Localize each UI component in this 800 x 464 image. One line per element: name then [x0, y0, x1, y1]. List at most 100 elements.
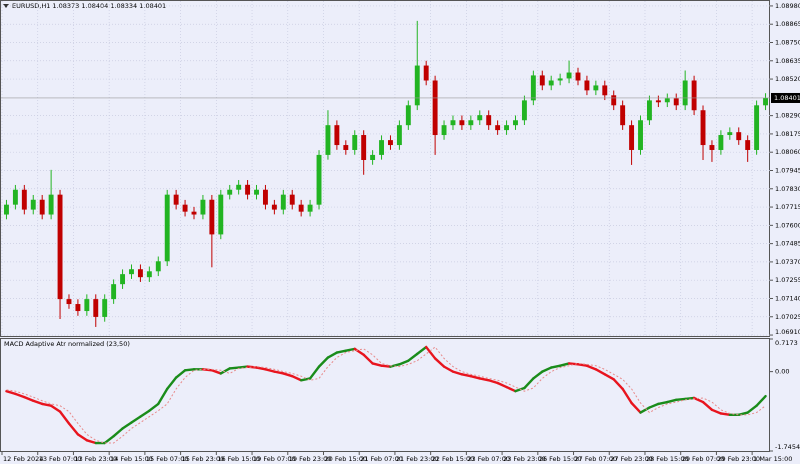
indicator-segment: [585, 364, 598, 371]
x-tick-label: 15 Feb 23:00: [182, 455, 225, 463]
indicator-segment: [255, 366, 267, 371]
indicator-segment: [710, 408, 723, 415]
x-tick-label: 12 Feb 2024: [3, 455, 43, 463]
indicator-segment: [166, 376, 178, 391]
candle-body: [754, 105, 760, 150]
candle-body: [646, 100, 652, 121]
candle-body: [66, 299, 72, 305]
indicator-segment: [460, 373, 473, 378]
candle-body: [155, 261, 161, 272]
candle-body: [334, 125, 340, 146]
candle-body: [700, 110, 706, 146]
indicator-segment: [416, 345, 428, 356]
chart-title: EURUSD,H1 1.08373 1.08404 1.08334 1.0840…: [12, 2, 166, 10]
candle-body: [459, 120, 465, 126]
indicator-segment: [648, 402, 660, 409]
indicator-segment: [157, 387, 169, 406]
candle-body: [513, 120, 518, 126]
candle-body: [638, 120, 643, 150]
x-tick-label: 20 Feb 15:00: [324, 455, 367, 463]
indicator-segment: [692, 396, 705, 404]
candle-body: [227, 189, 233, 195]
indicator-segment: [523, 377, 535, 390]
indicator-segment: [478, 377, 490, 382]
indicator-segment: [657, 400, 669, 406]
indicator-segment: [639, 406, 651, 414]
indicator-segment: [719, 412, 732, 417]
y-tick-label: -1.7454: [775, 443, 800, 451]
candle-body: [584, 80, 590, 91]
candle-body: [164, 194, 170, 262]
last-price-box: [771, 92, 800, 103]
x-tick-label: 21 Feb 23:00: [396, 455, 439, 463]
x-tick-label: 1 Mar 15:00: [753, 455, 792, 463]
indicator-segment: [121, 421, 133, 430]
candle-body: [307, 204, 313, 212]
indicator-segment: [32, 399, 44, 406]
candle-body: [557, 78, 563, 81]
indicator-segment: [362, 353, 374, 365]
indicator-segment: [23, 395, 35, 402]
indicator-segment: [299, 377, 312, 382]
x-tick-label: 28 Feb 15:00: [646, 455, 689, 463]
indicator-segment: [594, 368, 606, 376]
candle-body: [396, 125, 402, 146]
indicator-segment: [273, 370, 285, 375]
candle-body: [21, 189, 27, 210]
candle-body: [423, 65, 429, 81]
indicator-segment: [85, 439, 97, 445]
indicator-segment: [40, 402, 53, 407]
x-tick-label: 29 Feb 07:00: [682, 455, 725, 463]
indicator-segment: [675, 397, 687, 402]
x-tick-label: 27 Feb 23:00: [610, 455, 653, 463]
candle-body: [370, 154, 376, 160]
y-tick-label: 1.08175: [775, 130, 800, 138]
candle-body: [209, 199, 215, 235]
candle-body: [620, 105, 626, 126]
candle-body: [262, 189, 268, 205]
indicator-segment: [5, 389, 17, 396]
candle-body: [673, 98, 679, 106]
y-tick-label: 1.08635: [775, 57, 800, 65]
indicator-segment: [666, 398, 678, 404]
candle-body: [745, 140, 751, 150]
x-tick-label: 19 Feb 23:00: [289, 455, 332, 463]
indicator-segment: [210, 369, 222, 375]
x-tick-label: 26 Feb 15:00: [539, 455, 582, 463]
indicator-segment: [353, 347, 365, 356]
indicator-segment: [505, 385, 517, 393]
candle-body: [763, 97, 768, 106]
symbol-menu-icon[interactable]: [3, 4, 9, 8]
y-tick-label: 1.08980: [775, 2, 800, 10]
indicator-segment: [550, 364, 562, 369]
y-tick-label: 1.08520: [775, 75, 800, 83]
indicator-segment: [424, 345, 437, 360]
candle-body: [120, 274, 126, 285]
x-tick-label: 19 Feb 07:00: [253, 455, 296, 463]
y-tick-label: 1.07140: [775, 294, 800, 302]
candle-body: [736, 132, 742, 141]
x-tick-label: 15 Feb 07:00: [146, 455, 189, 463]
indicator-segment: [344, 347, 356, 352]
y-tick-label: 1.08290: [775, 112, 800, 120]
indicator-segment: [317, 356, 330, 368]
y-tick-label: 0.00: [775, 368, 789, 376]
indicator-segment: [380, 364, 392, 368]
y-tick-label: 1.07830: [775, 185, 800, 193]
indicator-segment: [558, 362, 571, 367]
y-tick-label: 1.07715: [775, 203, 800, 211]
indicator-segment: [103, 435, 115, 445]
indicator-segment: [398, 359, 410, 366]
candle-body: [93, 299, 99, 317]
candle-body: [405, 105, 411, 126]
indicator-segment: [469, 374, 481, 380]
candle-body: [137, 269, 143, 278]
y-tick-label: 1.07485: [775, 240, 800, 248]
candle-body: [30, 199, 36, 210]
candle-body: [655, 100, 661, 103]
x-tick-label: 13 Feb 07:00: [39, 455, 82, 463]
candle-body: [486, 115, 492, 126]
candle-body: [102, 299, 108, 317]
candle-body: [111, 284, 117, 300]
